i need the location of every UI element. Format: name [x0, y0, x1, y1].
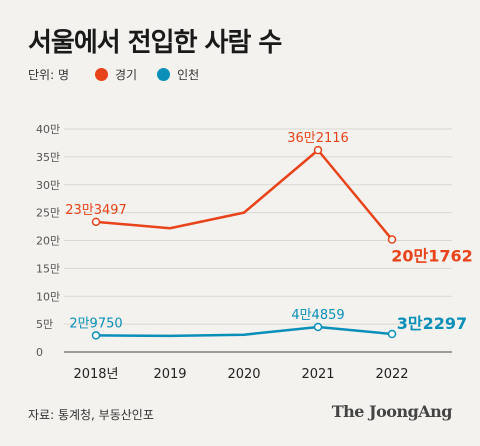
data-point-marker [91, 217, 101, 227]
y-tick-label: 40만 [36, 123, 60, 136]
data-point-marker [313, 145, 323, 155]
series-line-gyeonggi [95, 148, 393, 241]
series-layer [91, 145, 397, 340]
y-tick-label: 25만 [36, 207, 60, 220]
x-tick-label: 2019 [153, 367, 186, 382]
data-point-marker [387, 329, 397, 339]
brand-logo: The JoongAng [331, 402, 453, 421]
x-tick-label: 2018년 [73, 367, 118, 382]
source-note: 자료: 통계청, 부동산인포 [28, 408, 154, 422]
legend-label-incheon: 인천 [177, 68, 200, 82]
series-line-incheon [95, 325, 393, 338]
chart-title: 서울에서 전입한 사람 수 [28, 28, 282, 58]
y-tick-label: 15만 [36, 262, 60, 275]
x-tick-labels: 2018년 2019 2020 2021 2022 [73, 367, 408, 382]
data-point-marker [387, 235, 397, 244]
data-point-marker [313, 322, 323, 332]
legend: 단위: 명 경기 인천 [28, 66, 219, 83]
legend-item-incheon: 인천 [157, 66, 199, 83]
data-point-marker [91, 331, 101, 340]
y-tick-label: 5만 [36, 318, 53, 331]
x-tick-label: 2021 [301, 367, 334, 382]
data-label: 3만2297 [397, 314, 467, 333]
y-tick-labels: 0 5만 10만 15만 20만 25만 30만 35만 40만 [36, 123, 60, 359]
y-tick-label: 20만 [36, 235, 60, 248]
y-tick-label: 35만 [36, 151, 60, 164]
grid-layer [64, 128, 452, 353]
legend-label-gyeonggi: 경기 [114, 68, 138, 82]
data-label: 2만9750 [69, 316, 122, 331]
data-label: 4만4859 [291, 308, 344, 323]
data-label: 36만2116 [287, 131, 349, 146]
data-label: 23만3497 [65, 203, 127, 218]
y-tick-label: 30만 [36, 179, 60, 192]
y-tick-label: 10만 [36, 290, 60, 303]
x-tick-label: 2020 [227, 367, 260, 382]
y-tick-label: 0 [36, 346, 43, 359]
data-labels: 23만3497 36만2116 20만1762 2만9750 4만4859 3만2297 [65, 131, 473, 333]
legend-dot-incheon [157, 68, 171, 81]
legend-item-gyeonggi: 경기 [94, 66, 138, 83]
legend-dot-gyeonggi [94, 68, 108, 81]
unit-label: 단위: 명 [28, 68, 69, 82]
data-label: 20만1762 [391, 247, 473, 266]
x-tick-label: 2022 [375, 367, 408, 382]
